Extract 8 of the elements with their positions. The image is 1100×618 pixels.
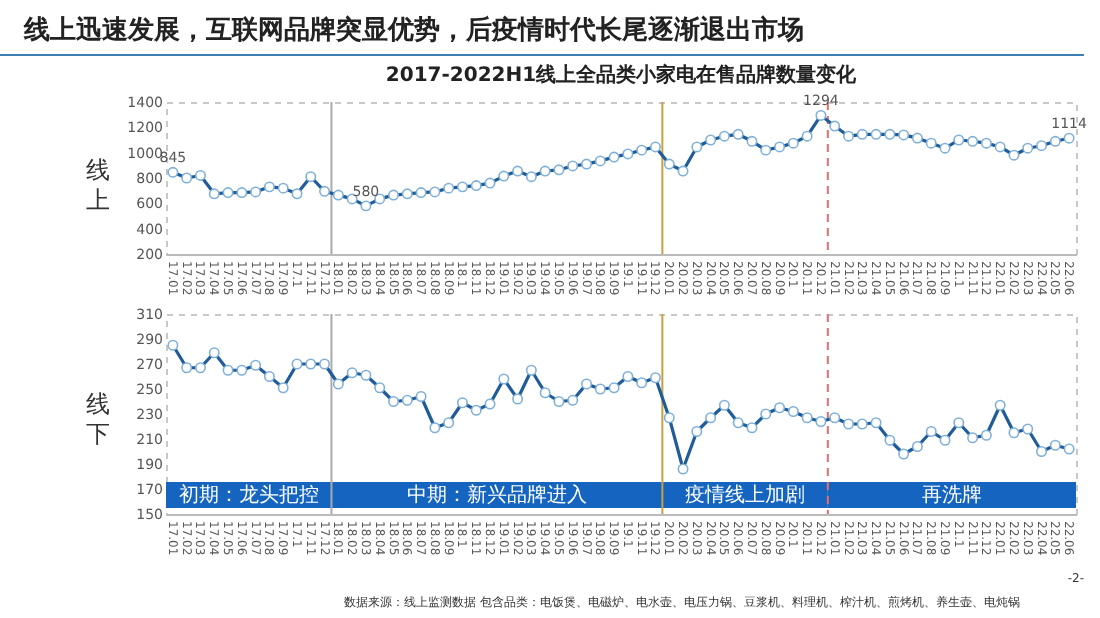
band-label: 中期：新兴品牌进入	[406, 483, 587, 507]
chart-subtitle: 2017-2022H1线上全品类小家电在售品牌数量变化	[385, 63, 859, 88]
chart-title: 线上迅速发展，互联网品牌突显优势，后疫情时代长尾逐渐退出市场	[0, 0, 1084, 56]
band-label: 初期：龙头把控	[178, 483, 319, 507]
band-label: 疫情线上加剧	[685, 483, 806, 507]
y-axis-title: 线上	[86, 156, 110, 215]
y-axis-title: 线下	[86, 390, 110, 448]
band-label: 再洗牌	[921, 483, 982, 507]
